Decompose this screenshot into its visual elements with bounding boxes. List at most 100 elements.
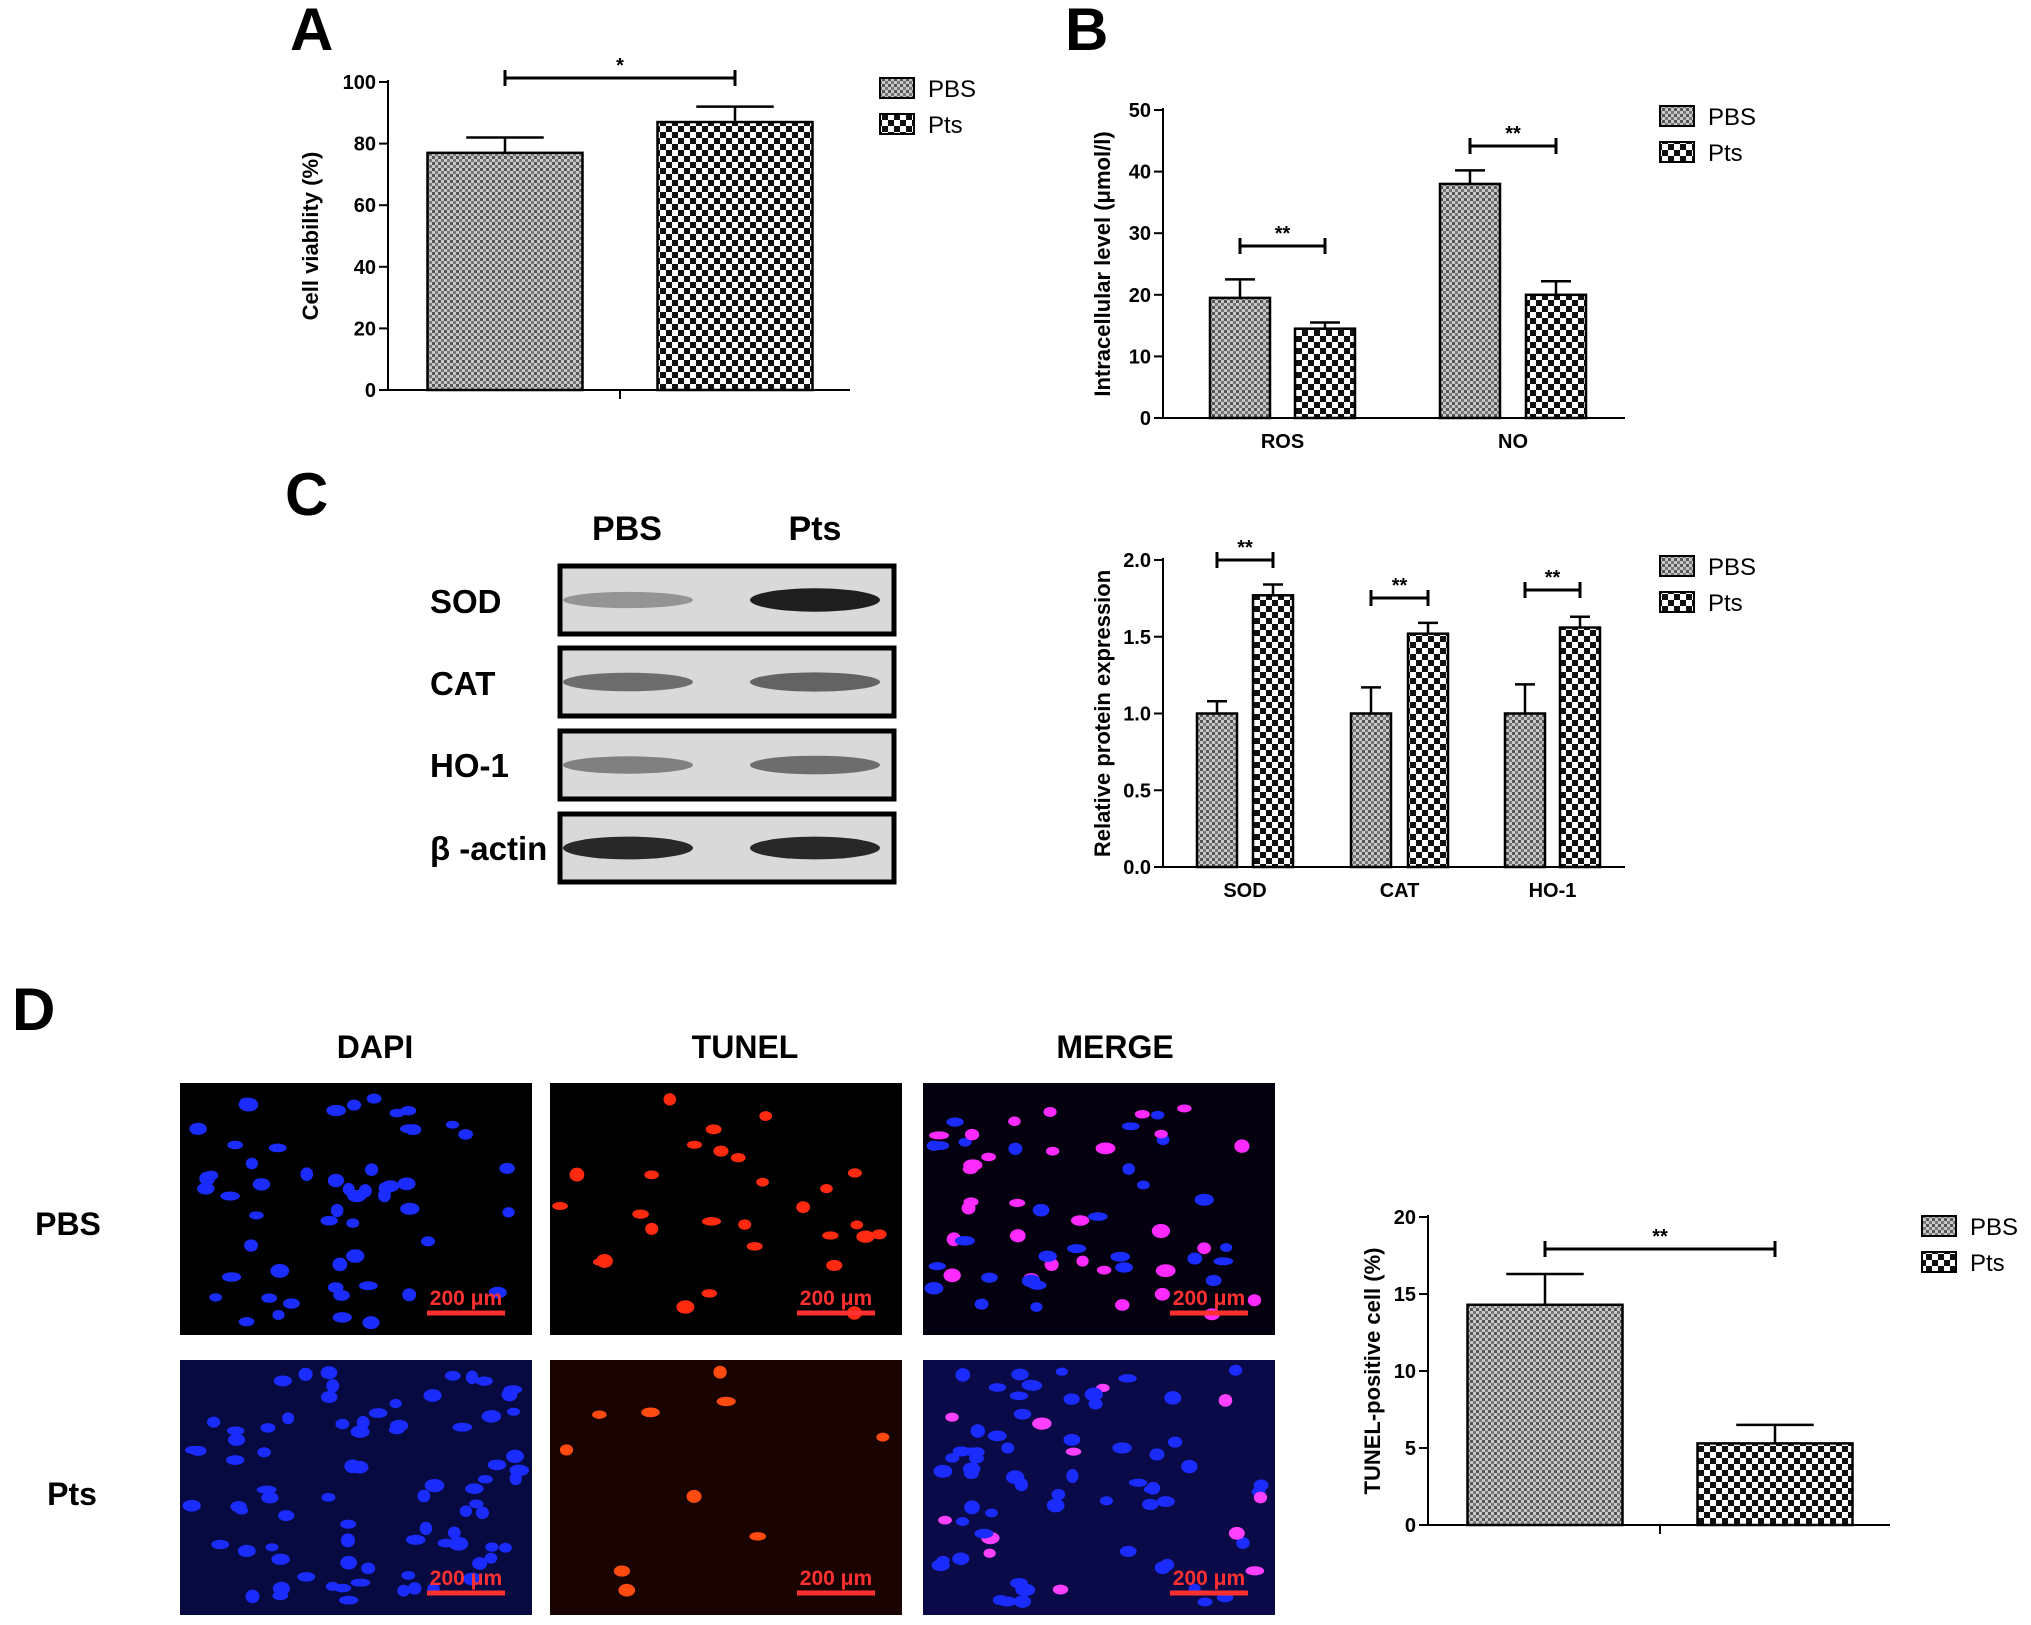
nucleus xyxy=(226,1426,245,1436)
nucleus xyxy=(945,1453,960,1463)
nucleus xyxy=(1122,1163,1136,1175)
x-tick-label: NO xyxy=(1498,431,1528,453)
nucleus xyxy=(701,1289,718,1298)
nucleus xyxy=(261,1293,278,1303)
nucleus xyxy=(400,1124,418,1134)
nucleus xyxy=(271,1553,290,1565)
chart-protein-expression: 0.0 0.5 1.0 1.5 2.0 Relative protein expressi… xyxy=(1090,537,1756,902)
y-tick-label: 40 xyxy=(354,257,376,279)
nucleus xyxy=(378,1188,391,1203)
nucleus xyxy=(938,1515,952,1525)
nucleus xyxy=(1218,1394,1233,1407)
nucleus xyxy=(1051,1488,1066,1501)
blot-row-cat: CAT xyxy=(430,665,495,702)
y-tick-label: 10 xyxy=(1394,1361,1416,1383)
nucleus xyxy=(1247,1294,1262,1307)
y-tick-label: 50 xyxy=(1129,100,1151,122)
nucleus xyxy=(1151,1110,1165,1120)
nucleus xyxy=(239,1097,253,1106)
nucleus xyxy=(465,1483,484,1494)
nucleus xyxy=(1213,1257,1234,1266)
nucleus xyxy=(1014,1595,1032,1608)
nucleus xyxy=(1009,1391,1029,1401)
bar-pts-0 xyxy=(1251,594,1295,869)
nucleus xyxy=(952,1552,970,1565)
nucleus xyxy=(481,1410,502,1423)
y-tick-label: 5 xyxy=(1405,1438,1416,1460)
nucleus xyxy=(397,1584,410,1597)
nucleus xyxy=(713,1365,727,1379)
nucleus xyxy=(475,1506,490,1520)
nucleus xyxy=(320,1366,338,1380)
nucleus xyxy=(458,1129,474,1140)
nucleus xyxy=(981,1152,996,1162)
western-blot: PBS Pts SOD CAT HO-1 β -actin xyxy=(430,510,897,885)
nucleus xyxy=(952,1446,971,1457)
nucleus xyxy=(705,1124,722,1135)
nucleus xyxy=(969,1453,984,1464)
nucleus xyxy=(1010,1577,1028,1589)
nucleus xyxy=(235,1506,249,1515)
scale-bar-label: 200 μm xyxy=(800,1567,872,1590)
nucleus xyxy=(465,1370,479,1385)
nucleus xyxy=(278,1510,295,1522)
nucleus xyxy=(207,1416,221,1428)
nucleus xyxy=(346,1218,360,1228)
panel-letter-b: B xyxy=(1065,0,1108,63)
nucleus xyxy=(1187,1252,1203,1265)
legend-label-pts: Pts xyxy=(1708,590,1743,617)
nucleus xyxy=(856,1230,875,1243)
nucleus xyxy=(420,1236,436,1247)
y-tick-label: 0.0 xyxy=(1123,857,1151,879)
nucleus xyxy=(1088,1398,1103,1410)
nucleus xyxy=(943,1268,961,1283)
micro-column-dapi: DAPI xyxy=(337,1029,413,1065)
nucleus xyxy=(268,1143,287,1153)
y-tick-label: 1.5 xyxy=(1123,627,1151,649)
nucleus xyxy=(749,1532,767,1541)
nucleus xyxy=(1234,1139,1250,1153)
nucleus xyxy=(1115,1262,1133,1273)
nucleus xyxy=(1236,1537,1250,1549)
nucleus xyxy=(1045,1146,1060,1156)
significance-label: ** xyxy=(1275,223,1291,245)
nucleus xyxy=(1066,1469,1079,1484)
nucleus xyxy=(261,1492,279,1504)
legend-swatch-pbs xyxy=(1659,555,1695,577)
nucleus xyxy=(847,1168,862,1178)
nucleus xyxy=(182,1499,201,1512)
micro-column-tunel: TUNEL xyxy=(692,1029,799,1065)
nucleus xyxy=(350,1578,371,1587)
nucleus xyxy=(644,1170,659,1180)
nucleus xyxy=(850,1220,864,1230)
nucleus xyxy=(1084,1387,1103,1402)
nucleus xyxy=(924,1281,944,1295)
x-tick-label: SOD xyxy=(1223,880,1266,902)
nucleus xyxy=(992,1594,1009,1606)
bar-pbs-2 xyxy=(1503,712,1547,869)
nucleus xyxy=(335,1418,350,1430)
nucleus xyxy=(1070,1215,1090,1226)
legend-label-pts: Pts xyxy=(1708,140,1743,167)
nucleus xyxy=(361,1562,376,1575)
nucleus xyxy=(389,1419,409,1432)
nucleus xyxy=(1194,1193,1214,1206)
nucleus xyxy=(716,1396,736,1407)
bar-pts-1 xyxy=(1524,293,1588,420)
nucleus xyxy=(1149,1448,1165,1461)
nucleus xyxy=(676,1300,695,1314)
nucleus xyxy=(338,1595,359,1605)
nucleus xyxy=(424,1478,445,1493)
nucleus xyxy=(423,1389,442,1402)
nucleus xyxy=(227,1140,243,1150)
nucleus xyxy=(974,1298,989,1310)
panel-letter-d: D xyxy=(12,976,55,1043)
nucleus xyxy=(477,1475,493,1484)
y-axis-label: Relative protein expression xyxy=(1090,570,1115,857)
nucleus xyxy=(1065,1447,1082,1456)
nucleus xyxy=(238,1316,255,1327)
nucleus xyxy=(225,1455,245,1465)
nucleus xyxy=(211,1539,230,1550)
nucleus xyxy=(1154,1287,1170,1301)
legend-swatch-pts xyxy=(1921,1251,1957,1273)
